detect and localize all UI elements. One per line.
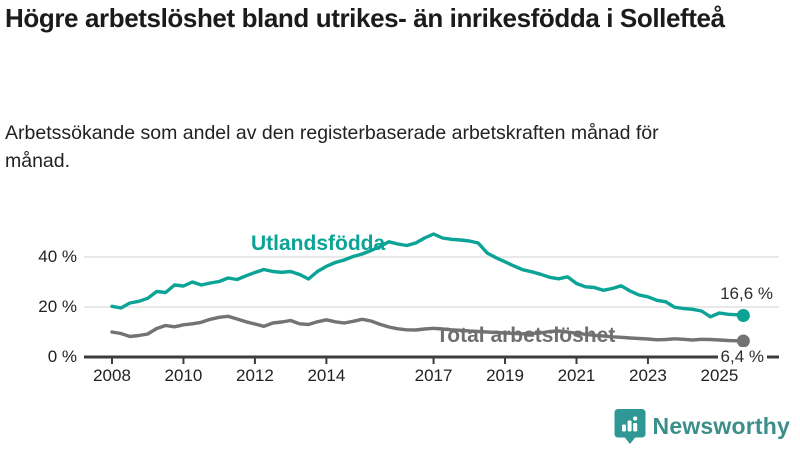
- series-label-utlandsfodda: Utlandsfödda: [251, 232, 386, 255]
- series-line-1: [110, 314, 745, 343]
- end-value-label-utlandsfodda: 16,6 %: [720, 284, 773, 303]
- y-axis-label: 20 %: [38, 297, 77, 316]
- newsworthy-logo: Newsworthy: [614, 408, 790, 445]
- x-axis-label: 2014: [307, 366, 346, 385]
- x-axis-label: 2019: [486, 366, 524, 385]
- series-end-dot-0: [736, 309, 750, 322]
- brand-name: Newsworthy: [652, 413, 790, 439]
- x-axis-label: 2025: [700, 366, 739, 385]
- x-axis-label: 2017: [414, 366, 453, 385]
- x-axis-label: 2008: [93, 366, 131, 385]
- page-title: Högre arbetslöshet bland utrikes- än inr…: [5, 3, 725, 33]
- series-end-dot-1: [736, 334, 750, 348]
- newsworthy-pin-icon: [614, 409, 646, 444]
- y-axis-label: 40 %: [38, 247, 77, 266]
- x-axis-label: 2010: [164, 366, 203, 385]
- chart-subtitle: Arbetssökande som andel av den registerb…: [5, 122, 659, 173]
- x-axis-label: 2021: [557, 366, 596, 385]
- y-axis-label: 0 %: [47, 347, 77, 366]
- end-value-label-total: 6,4 %: [717, 347, 767, 367]
- x-axis-label: 2023: [629, 366, 667, 385]
- x-axis-label: 2012: [235, 366, 274, 385]
- series-line-0: [110, 232, 745, 319]
- series-label-total-arbetsloshet: Total arbetslöshet: [436, 324, 616, 347]
